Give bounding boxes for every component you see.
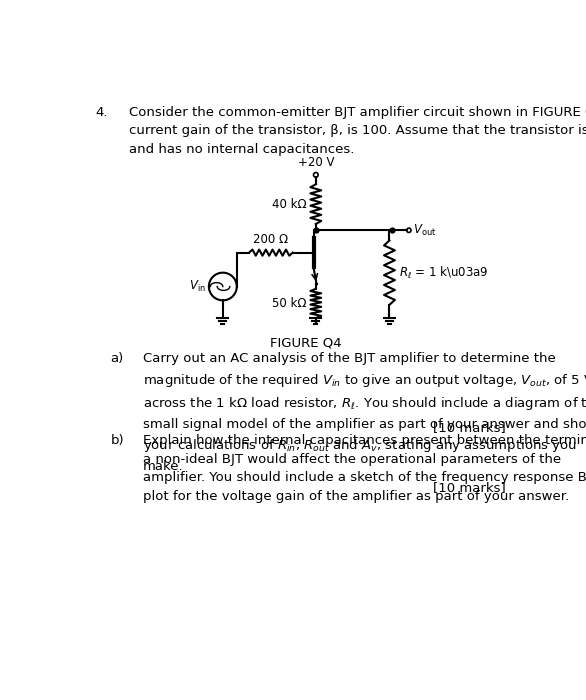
Text: [10 marks]: [10 marks]	[433, 421, 506, 434]
Text: Carry out an AC analysis of the BJT amplifier to determine the
magnitude of the : Carry out an AC analysis of the BJT ampl…	[143, 352, 586, 473]
Text: 200 Ω: 200 Ω	[253, 232, 288, 246]
Text: 50 kΩ: 50 kΩ	[272, 297, 306, 310]
Text: +20 V: +20 V	[298, 155, 334, 169]
Text: $V_{\mathrm{out}}$: $V_{\mathrm{out}}$	[413, 223, 436, 238]
Text: b): b)	[110, 434, 124, 447]
Text: Explain how the internal capacitances present between the terminals of
a non-ide: Explain how the internal capacitances pr…	[143, 434, 586, 503]
Text: $V_{\mathrm{in}}$: $V_{\mathrm{in}}$	[189, 279, 206, 294]
Text: Consider the common-emitter BJT amplifier circuit shown in FIGURE Q4. The
curren: Consider the common-emitter BJT amplifie…	[129, 106, 586, 155]
Text: $R_\ell$ = 1 k\u03a9: $R_\ell$ = 1 k\u03a9	[398, 265, 488, 281]
Text: FIGURE Q4: FIGURE Q4	[270, 337, 342, 349]
Text: [10 marks]: [10 marks]	[433, 480, 506, 494]
Text: a): a)	[110, 352, 124, 365]
Text: 40 kΩ: 40 kΩ	[272, 197, 306, 211]
Text: 4.: 4.	[95, 106, 107, 118]
